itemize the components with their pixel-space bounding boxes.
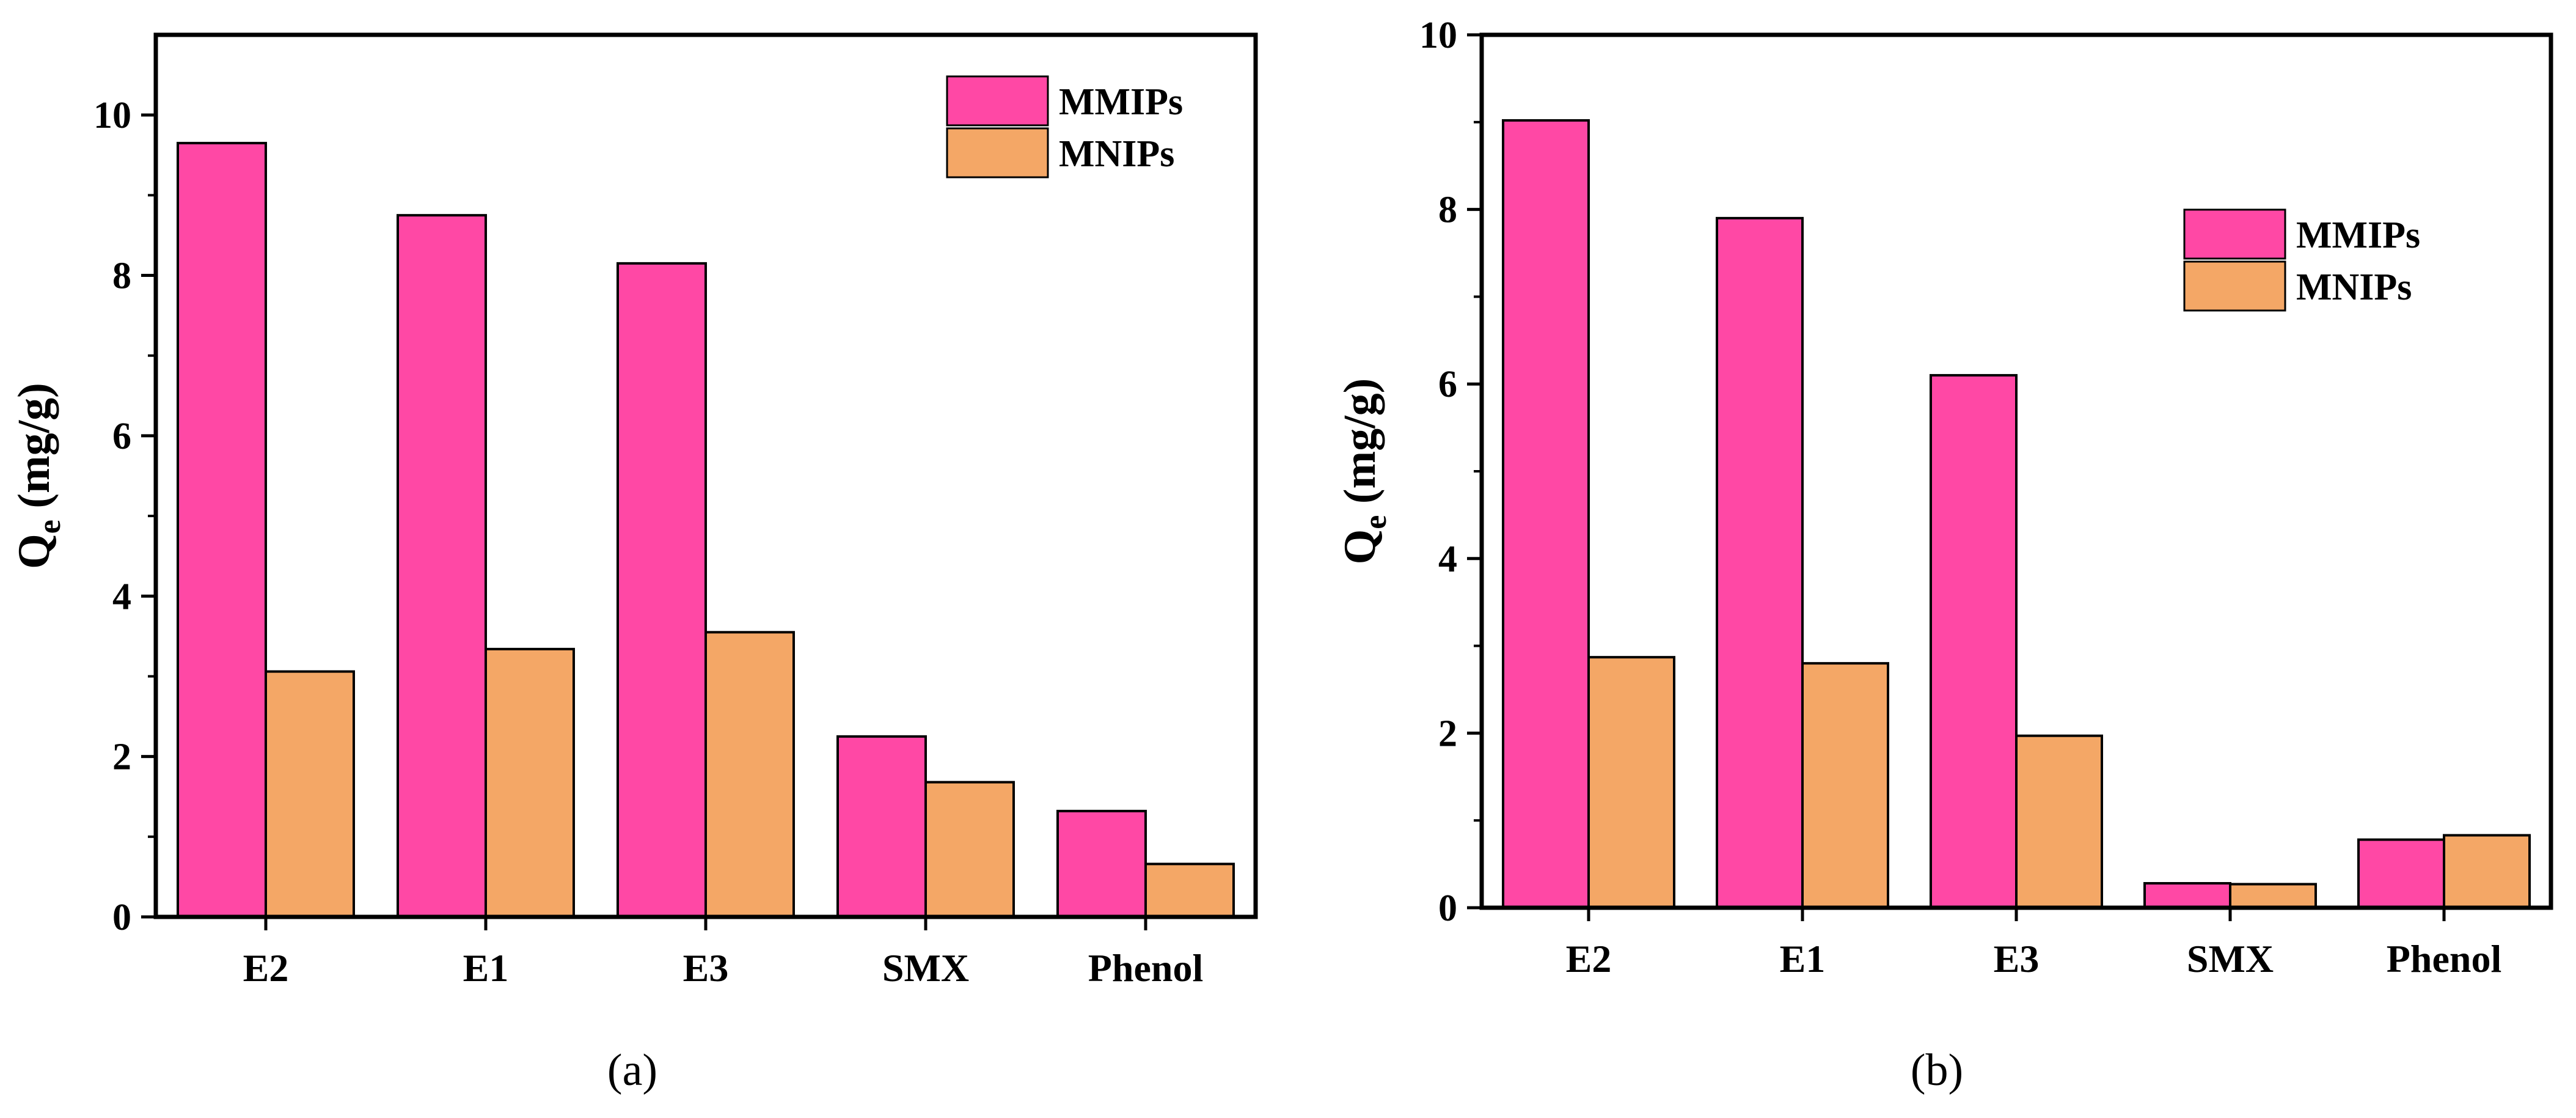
y-tick-label: 4 [1438,539,1457,580]
legend-label-mmips: MMIPs [1059,81,1183,123]
y-axis-label-main: Q [9,534,59,569]
bar-mmips-e1 [1716,216,1804,909]
panel-caption: (b) [1911,1045,1963,1095]
bar-mmips-smx [836,735,927,919]
y-axis-label-unit: (mg/g) [9,383,59,520]
bar-mmips-e3 [1930,373,2018,909]
bar-mmips-phenol [2357,838,2445,909]
legend-swatch-mmips [946,75,1049,127]
bar-mnips-e1 [1801,662,1889,910]
x-tick-label-e3: E3 [1994,937,2040,980]
plot-frame [1479,32,2553,910]
bar-mnips-smx [2229,883,2317,909]
legend-label-mnips: MNIPs [2296,267,2412,308]
legend-label-mnips: MNIPs [1059,133,1174,175]
y-tick-label: 6 [112,416,131,457]
plot-frame [153,32,1258,919]
y-axis-label: Qe (mg/g) [9,383,67,569]
chart-panel-a: E2 E1 E3 SMX Phenol 0 2 4 6 8 10 Qe (mg/g) MMIPs MNIP… [9,32,1258,1095]
x-tick-label-e2: E2 [243,946,289,990]
legend-swatch-mnips [2183,260,2286,312]
y-tick-label: 2 [1438,713,1457,754]
bar-mmips-phenol [1056,809,1147,918]
y-tick-label: 8 [1438,189,1457,231]
y-tick-label: 4 [112,576,131,617]
y-tick-label: 10 [1419,15,1457,56]
bar-mnips-e2 [1587,656,1675,909]
x-tick-label-smx: SMX [2187,937,2274,980]
bar-mnips-e3 [2015,734,2103,909]
x-tick-label-e1: E1 [1780,937,1826,980]
y-tick-label: 10 [93,95,131,136]
bar-mnips-e2 [265,670,355,918]
bar-mnips-phenol [1144,862,1235,919]
y-axis-label: Qe (mg/g) [1335,378,1393,565]
bar-mmips-smx [2143,882,2231,909]
x-tick-label-phenol: Phenol [2387,937,2501,980]
bar-mnips-phenol [2443,834,2531,909]
panel-caption: (a) [607,1045,657,1095]
x-tick-label-phenol: Phenol [1088,946,1203,990]
y-tick-label: 0 [1438,888,1457,929]
bar-mmips-e2 [177,142,267,918]
chart-panel-b: E2 E1 E3 SMX Phenol 0 2 4 6 8 10 Qe (mg/g) MMIPs MNIP… [1335,15,2553,1095]
y-tick-label: 8 [112,256,131,297]
bar-mmips-e1 [397,214,487,919]
y-axis-label-main: Q [1335,529,1385,565]
x-tick-label-e2: E2 [1566,937,1612,980]
x-tick-label-smx: SMX [882,946,969,990]
x-tick-label-e3: E3 [683,946,729,990]
bar-mnips-e1 [485,647,575,919]
legend-label-mmips: MMIPs [2296,215,2420,256]
legend-swatch-mmips [2183,208,2286,260]
y-axis-label-subscript: e [32,520,67,534]
bar-mnips-e3 [704,631,795,919]
legend-swatch-mnips [946,127,1049,178]
y-tick-label: 6 [1438,364,1457,405]
x-tick-label-e1: E1 [463,946,509,990]
y-tick-label: 2 [112,737,131,778]
bar-mnips-smx [924,781,1015,918]
bar-mmips-e2 [1502,119,1590,910]
y-axis-label-subscript: e [1358,515,1393,529]
y-tick-label: 0 [112,897,131,938]
y-axis-label-unit: (mg/g) [1335,378,1385,515]
bar-mmips-e3 [617,262,707,919]
